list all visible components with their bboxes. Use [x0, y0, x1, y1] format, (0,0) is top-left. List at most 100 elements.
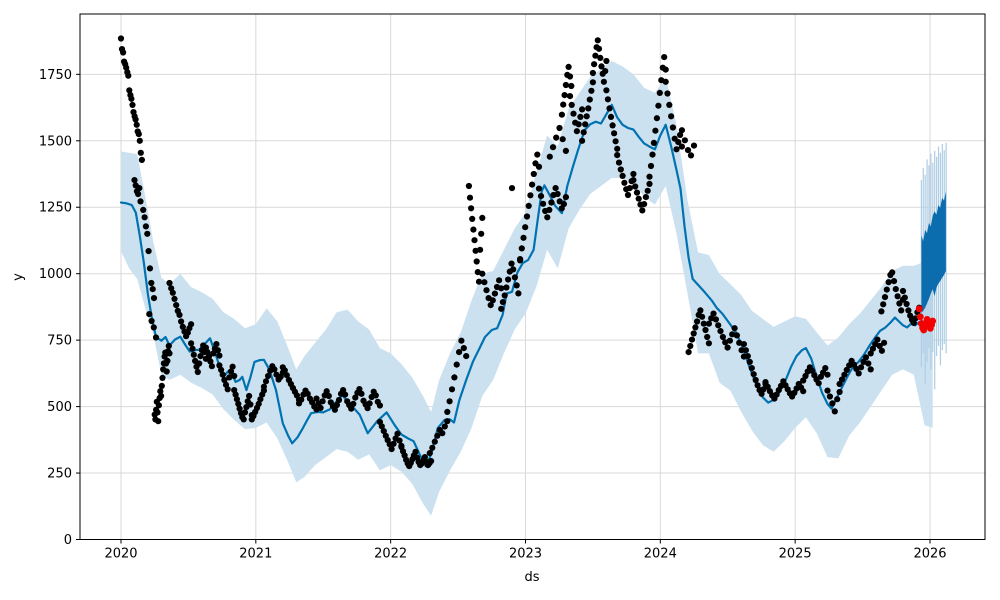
actual-point: [214, 347, 221, 354]
actual-point: [498, 285, 505, 292]
actual-point: [448, 386, 456, 393]
actual-point: [207, 358, 214, 365]
y-tick-label: 1500: [39, 134, 72, 149]
actual-point: [684, 147, 692, 154]
actual-point: [511, 274, 518, 281]
actual-point: [525, 202, 532, 209]
actual-point: [233, 396, 240, 403]
anomaly-point: [916, 313, 924, 321]
actual-point: [568, 101, 575, 108]
axes-spines: [79, 13, 986, 540]
actual-point: [335, 396, 343, 404]
actual-point: [881, 339, 888, 346]
actual-point: [612, 138, 619, 145]
actual-point: [479, 214, 486, 221]
actual-point: [453, 361, 460, 368]
actual-point: [712, 316, 720, 323]
actual-point: [573, 128, 581, 135]
actual-point: [656, 89, 663, 96]
actual-point: [523, 213, 531, 220]
actual-point: [717, 328, 724, 335]
actual-point: [687, 152, 695, 159]
actual-point: [594, 37, 601, 44]
actual-point: [283, 372, 290, 379]
actual-point: [246, 392, 253, 400]
actual-point: [687, 342, 694, 350]
actual-point: [678, 127, 686, 134]
actual-point: [208, 363, 215, 370]
actual-point: [255, 400, 262, 407]
actual-point: [591, 61, 598, 68]
actual-point: [412, 448, 419, 455]
actual-point: [579, 137, 586, 144]
actual-point: [483, 287, 490, 294]
actual-point: [394, 430, 401, 437]
actual-point: [699, 313, 706, 320]
actual-point: [350, 400, 357, 407]
actual-point: [724, 344, 731, 351]
actual-point: [188, 321, 195, 328]
actual-point: [568, 82, 575, 90]
actual-point: [136, 185, 143, 192]
actual-point: [633, 189, 641, 196]
actual-point: [342, 391, 349, 398]
actual-point: [428, 458, 435, 465]
actual-point: [549, 144, 557, 151]
actual-point: [652, 127, 659, 134]
actual-point: [221, 376, 228, 384]
actual-point: [692, 324, 699, 331]
actual-point: [892, 286, 899, 293]
actual-point: [218, 366, 225, 373]
actual-point: [597, 54, 604, 62]
actual-point: [752, 376, 759, 384]
actual-point: [738, 347, 745, 354]
actual-point: [159, 374, 166, 381]
actual-point: [666, 101, 673, 108]
actual-point: [446, 398, 453, 405]
actual-point: [503, 284, 510, 291]
actual-point: [558, 111, 566, 118]
actual-point: [129, 101, 136, 108]
actual-point: [632, 183, 639, 190]
actual-point: [333, 401, 340, 409]
actual-point: [137, 149, 144, 156]
actual-point: [552, 185, 559, 192]
actual-point: [824, 371, 831, 378]
actual-point: [855, 370, 862, 377]
actual-point: [189, 345, 196, 352]
actual-point: [577, 113, 584, 120]
actual-point: [624, 191, 632, 199]
x-tick-label: 2024: [644, 547, 677, 562]
actual-point: [164, 357, 171, 364]
actual-point: [583, 113, 590, 120]
actual-point: [662, 66, 669, 73]
actual-point: [150, 324, 157, 331]
actual-point: [356, 386, 363, 393]
actual-point: [133, 121, 140, 128]
actual-point: [439, 430, 446, 437]
actual-point: [562, 81, 570, 89]
actual-point: [719, 333, 727, 341]
y-axis-label: y: [11, 273, 26, 281]
actual-point: [378, 423, 385, 430]
actual-point: [602, 68, 609, 75]
actual-point: [566, 93, 574, 100]
actual-point: [176, 311, 183, 318]
actual-point: [748, 365, 755, 372]
x-tick-label: 2023: [509, 547, 542, 562]
actual-points-layer: [117, 35, 923, 470]
actual-point: [559, 136, 566, 143]
actual-point: [444, 408, 451, 415]
actual-point: [649, 151, 656, 158]
actual-point: [137, 198, 144, 205]
actual-point: [585, 105, 592, 112]
actual-point: [890, 278, 898, 285]
actual-point: [166, 279, 173, 287]
y-tick-label: 1250: [39, 201, 72, 216]
actual-point: [733, 332, 741, 339]
actual-point: [213, 341, 220, 348]
actual-point: [323, 388, 330, 395]
actual-point: [883, 286, 890, 293]
actual-point: [589, 79, 597, 86]
